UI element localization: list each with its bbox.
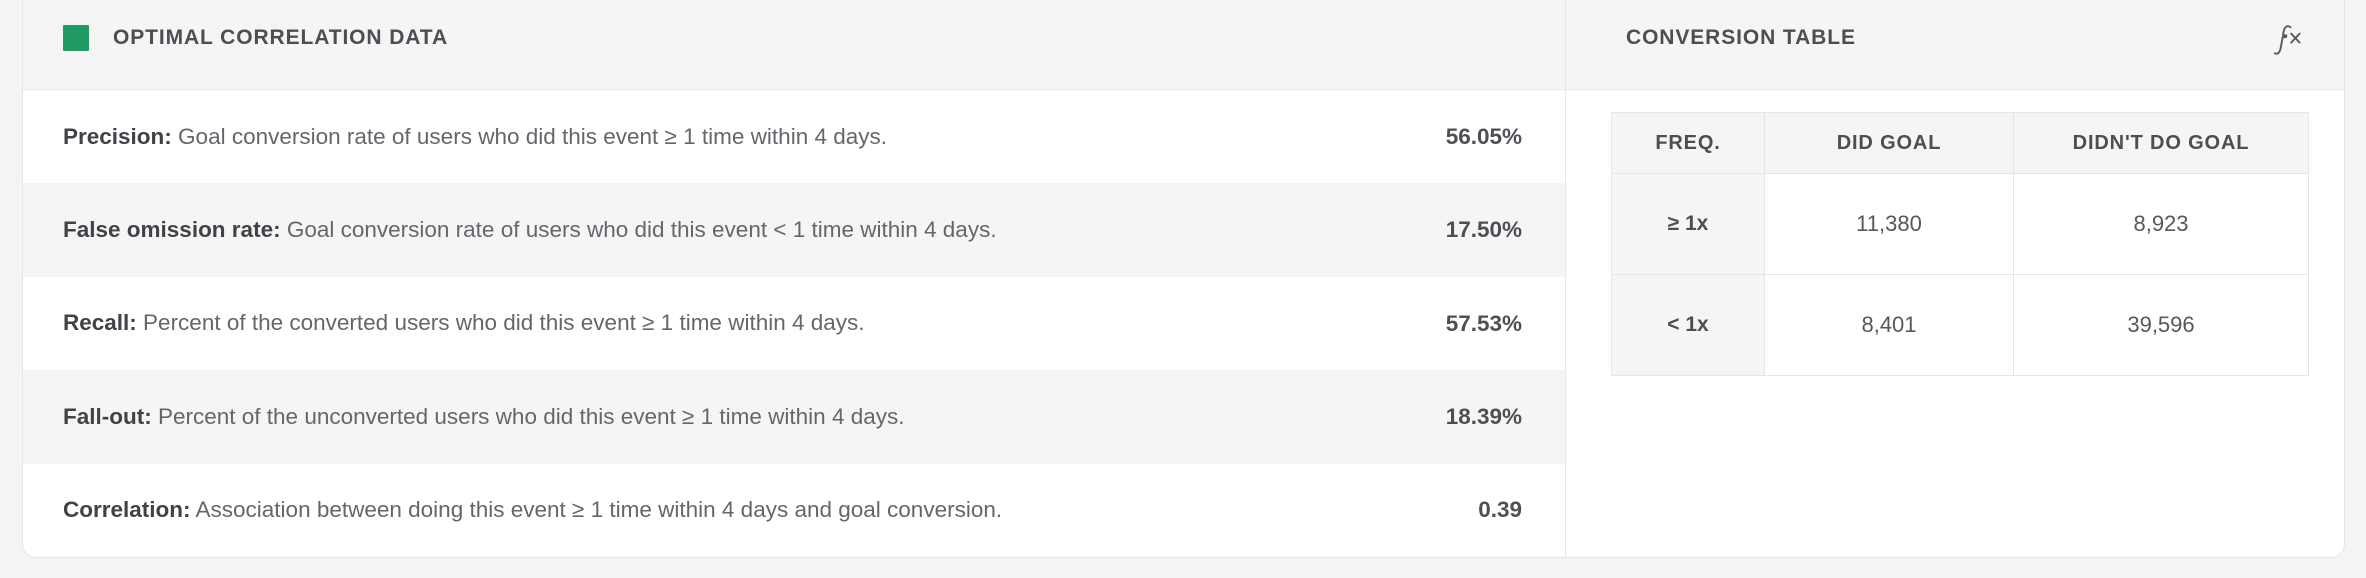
cell-did-goal: 8,401: [1764, 274, 2014, 376]
table-row[interactable]: Precision: Goal conversion rate of users…: [23, 90, 1565, 184]
table-row[interactable]: Recall: Percent of the converted users w…: [23, 276, 1565, 371]
metric-description: False omission rate: Goal conversion rat…: [63, 216, 1402, 244]
conversion-table-header: CONVERSION TABLE: [1566, 0, 2344, 90]
legend-swatch-icon: [63, 24, 89, 51]
metric-detail: Goal conversion rate of users who did th…: [280, 217, 997, 243]
metric-label: Precision:: [63, 123, 172, 149]
metric-description: Fall-out: Percent of the unconverted use…: [63, 403, 1402, 431]
metric-description: Correlation: Association between doing t…: [63, 496, 1402, 524]
cell-didnt-do-goal: 39,596: [2013, 274, 2309, 376]
conversion-table-panel: CONVERSION TABLE FREQ. DID GOAL DIDN'T D…: [1566, 0, 2344, 557]
metric-label: Recall:: [63, 310, 137, 336]
row-header-freq: ≥ 1x: [1611, 173, 1765, 275]
cell-didnt-do-goal: 8,923: [2013, 173, 2309, 275]
column-header-did-goal: DID GOAL: [1764, 112, 2014, 174]
table-row: < 1x 8,401 39,596: [1611, 274, 2309, 376]
table-row: ≥ 1x 11,380 8,923: [1611, 173, 2309, 275]
metric-detail: Goal conversion rate of users who did th…: [171, 123, 887, 149]
conversion-table: FREQ. DID GOAL DIDN'T DO GOAL ≥ 1x 11,38…: [1611, 112, 2309, 376]
metric-description: Recall: Percent of the converted users w…: [63, 309, 1402, 337]
optimal-correlation-panel: OPTIMAL CORRELATION DATA Precision: Goal…: [23, 0, 1566, 557]
metric-value: 57.53%: [1445, 310, 1522, 336]
conversion-table-header-row: FREQ. DID GOAL DIDN'T DO GOAL: [1611, 112, 2309, 174]
metric-value: 56.05%: [1445, 123, 1522, 149]
metric-description: Precision: Goal conversion rate of users…: [63, 123, 1402, 151]
metric-detail: Association between doing this event ≥ 1…: [190, 497, 1003, 523]
row-header-freq: < 1x: [1611, 274, 1765, 376]
column-header-didnt-do-goal: DIDN'T DO GOAL: [2013, 112, 2309, 174]
table-row[interactable]: False omission rate: Goal conversion rat…: [23, 183, 1565, 277]
metric-row-list: Precision: Goal conversion rate of users…: [23, 90, 1565, 557]
optimal-correlation-title: OPTIMAL CORRELATION DATA: [113, 25, 449, 49]
conversion-table-title: CONVERSION TABLE: [1626, 25, 1856, 49]
metric-detail: Percent of the converted users who did t…: [136, 310, 865, 336]
metric-value: 17.50%: [1445, 217, 1522, 243]
metric-detail: Percent of the unconverted users who did…: [151, 403, 905, 429]
table-row[interactable]: Correlation: Association between doing t…: [23, 463, 1565, 557]
metric-value: 18.39%: [1445, 403, 1522, 429]
metric-label: Correlation:: [63, 497, 191, 523]
fx-icon[interactable]: [2266, 16, 2310, 60]
analysis-card: OPTIMAL CORRELATION DATA Precision: Goal…: [22, 0, 2345, 558]
cell-did-goal: 11,380: [1764, 173, 2014, 275]
optimal-correlation-header: OPTIMAL CORRELATION DATA: [23, 0, 1565, 90]
conversion-table-body: FREQ. DID GOAL DIDN'T DO GOAL ≥ 1x 11,38…: [1566, 90, 2344, 557]
metric-label: False omission rate:: [63, 217, 281, 243]
metric-value: 0.39: [1478, 497, 1522, 523]
column-header-freq: FREQ.: [1611, 112, 1765, 174]
table-row[interactable]: Fall-out: Percent of the unconverted use…: [23, 370, 1565, 464]
metric-label: Fall-out:: [63, 403, 152, 429]
